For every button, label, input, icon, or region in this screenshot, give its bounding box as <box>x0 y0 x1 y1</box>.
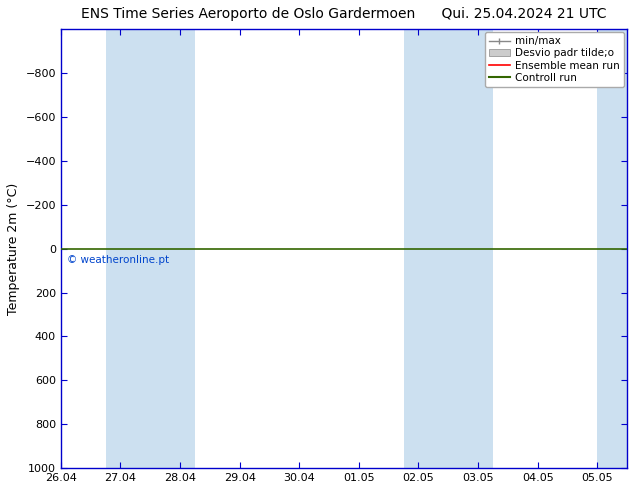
Text: © weatheronline.pt: © weatheronline.pt <box>67 255 169 265</box>
Bar <box>105 29 195 468</box>
Bar <box>597 29 627 468</box>
Bar <box>404 29 493 468</box>
Y-axis label: Temperature 2m (°C): Temperature 2m (°C) <box>7 182 20 315</box>
Legend: min/max, Desvio padr tilde;o, Ensemble mean run, Controll run: min/max, Desvio padr tilde;o, Ensemble m… <box>485 32 624 87</box>
Title: ENS Time Series Aeroporto de Oslo Gardermoen      Qui. 25.04.2024 21 UTC: ENS Time Series Aeroporto de Oslo Garder… <box>81 7 607 21</box>
